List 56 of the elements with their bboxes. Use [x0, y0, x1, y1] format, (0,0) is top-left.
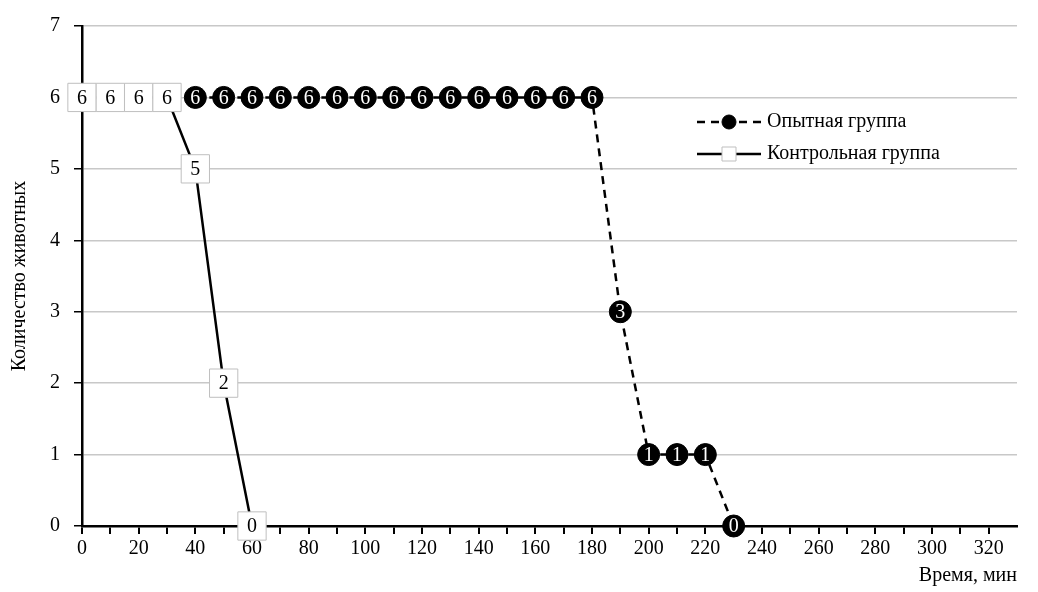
legend-label: Контрольная группа: [767, 141, 940, 165]
x-axis-title: Время, мин: [918, 563, 1018, 587]
x-tick-label: 200: [633, 536, 664, 559]
x-tick-label: 120: [407, 536, 437, 559]
x-tick-label: 80: [298, 536, 319, 559]
data-label: 6: [417, 85, 427, 108]
data-label: 1: [643, 442, 654, 465]
x-tick-label: 260: [803, 536, 834, 559]
x-tick-label: 320: [973, 536, 1004, 559]
x-tick-label: 240: [747, 536, 777, 559]
x-tick-label: 20: [128, 536, 149, 559]
data-label: 3: [615, 299, 626, 322]
data-label: 6: [190, 85, 201, 108]
y-axis-title: Количество животных: [7, 180, 30, 372]
x-tick-label: 0: [77, 536, 87, 559]
data-label: 6: [360, 85, 371, 108]
data-label: 6: [247, 85, 257, 108]
y-tick-label: 3: [50, 298, 60, 321]
y-tick-label: 0: [50, 513, 60, 536]
data-label: 6: [587, 85, 597, 108]
data-label: 6: [558, 85, 569, 108]
data-label: 6: [445, 85, 456, 108]
x-tick-label: 40: [185, 536, 206, 559]
x-tick-label: 300: [917, 536, 947, 559]
data-label: 6: [162, 85, 172, 108]
data-label: 2: [218, 371, 229, 394]
x-tick-label: 60: [242, 536, 262, 559]
data-label: 0: [728, 514, 739, 537]
y-tick-label: 4: [50, 227, 60, 250]
data-label: 6: [133, 85, 144, 108]
data-label: 5: [190, 157, 201, 180]
data-label: 6: [77, 85, 87, 108]
data-label: 6: [332, 85, 342, 108]
data-label: 1: [672, 442, 682, 465]
x-tick-label: 160: [520, 536, 551, 559]
y-tick-label: 1: [50, 441, 60, 464]
data-label: 6: [473, 85, 484, 108]
x-tick-label: 280: [860, 536, 891, 559]
data-label: 6: [303, 85, 314, 108]
y-tick-label: 2: [50, 370, 60, 393]
data-label: 0: [247, 514, 257, 537]
x-tick-label: 140: [463, 536, 494, 559]
x-tick-label: 180: [577, 536, 607, 559]
x-tick-label: 100: [350, 536, 381, 559]
x-tick-label: 220: [690, 536, 721, 559]
data-label: 6: [388, 85, 399, 108]
data-label: 6: [530, 85, 541, 108]
y-tick-label: 7: [50, 13, 60, 36]
data-label: 1: [700, 442, 711, 465]
legend-label: Опытная группа: [767, 109, 907, 133]
data-label: 6: [218, 85, 229, 108]
data-label: 6: [502, 85, 512, 108]
data-label: 6: [105, 85, 116, 108]
y-tick-label: 5: [50, 156, 60, 179]
data-label: 6: [275, 85, 286, 108]
y-tick-label: 6: [50, 84, 60, 107]
